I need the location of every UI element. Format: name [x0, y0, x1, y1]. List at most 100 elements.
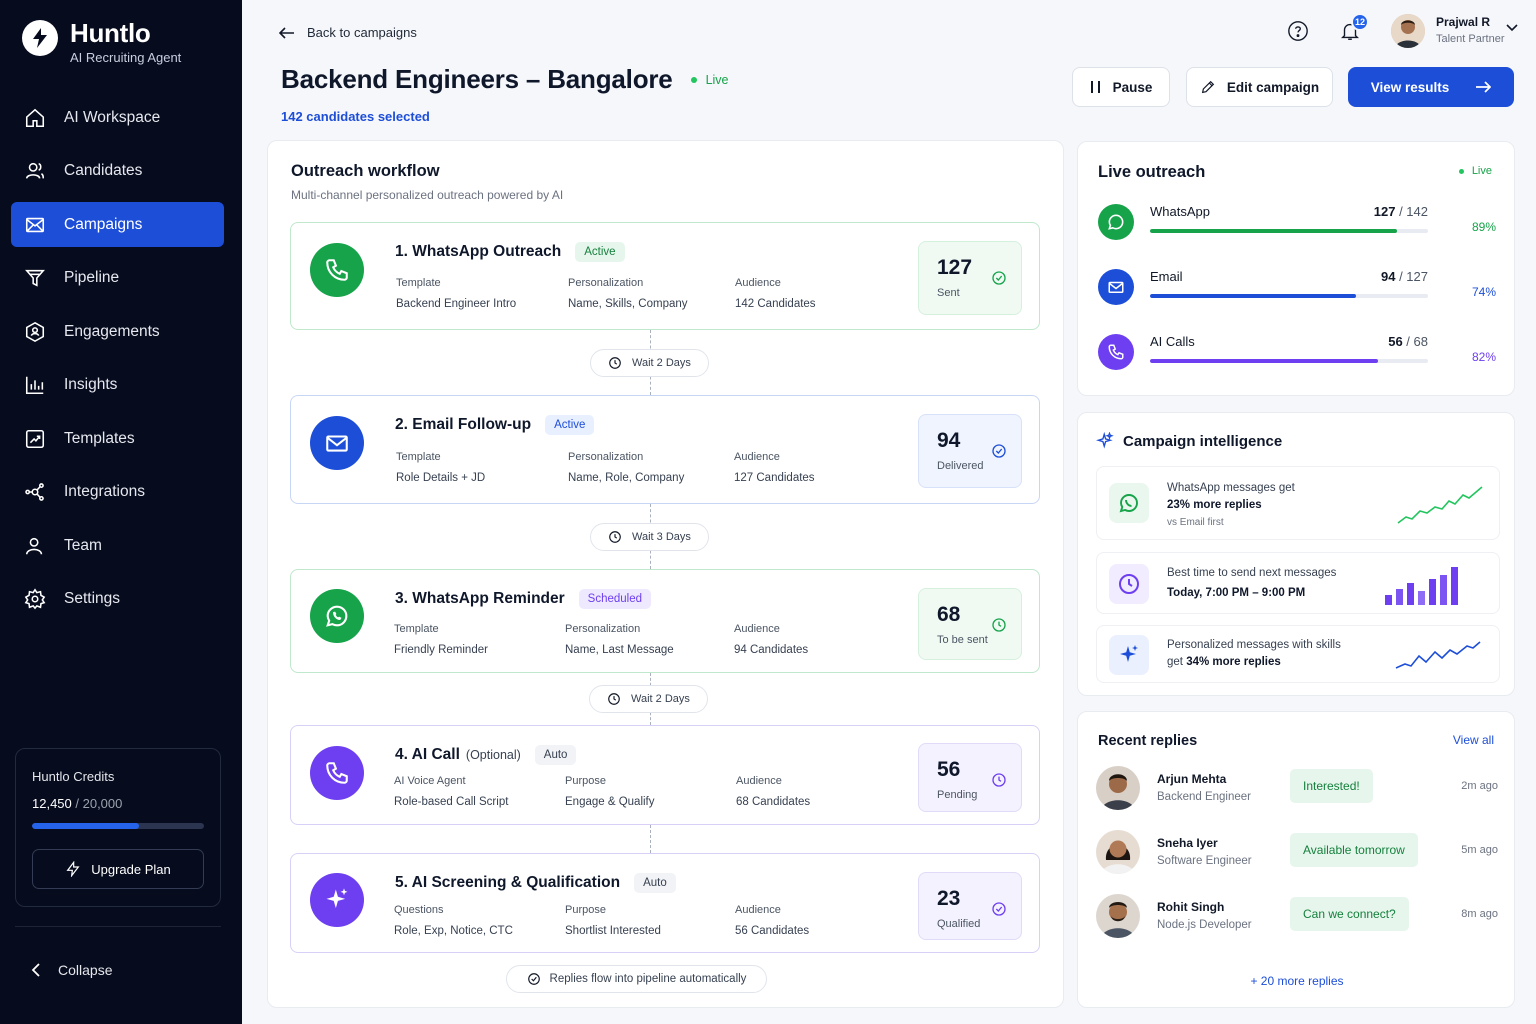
sidebar-item-integrations[interactable]: Integrations	[11, 470, 224, 515]
sidebar-item-pipeline[interactable]: Pipeline	[11, 256, 224, 301]
sidebar-item-candidates[interactable]: Candidates	[11, 149, 224, 194]
workflow-step-whatsapp-outreach[interactable]: 1. WhatsApp Outreach Active Template Back…	[290, 222, 1040, 330]
upgrade-plan-label: Upgrade Plan	[91, 861, 171, 877]
chevron-down-icon[interactable]	[1506, 24, 1518, 32]
outreach-channel-ai-calls[interactable]: AI Calls 56 / 68 82%	[1098, 334, 1496, 374]
page-title: Backend Engineers – Bangalore	[281, 64, 673, 94]
sidebar-item-settings[interactable]: Settings	[11, 577, 224, 622]
step-field-personalization: Personalization Name, Role, Company	[568, 451, 685, 484]
arrow-left-icon	[279, 26, 294, 39]
reply-name: Arjun Mehta	[1157, 772, 1227, 786]
channel-progress	[1150, 229, 1428, 233]
view-all-link[interactable]: View all	[1452, 733, 1494, 747]
channel-progress-fill	[1150, 294, 1356, 298]
collapse-label: Collapse	[58, 962, 113, 978]
status-badge: Live	[1458, 165, 1492, 177]
step-field-audience: Audience 127 Candidates	[734, 451, 815, 484]
campaign-intelligence-card: Campaign intelligence WhatsApp messages …	[1077, 412, 1515, 696]
clock-icon	[992, 773, 1006, 787]
channel-count: 56 / 68	[1388, 334, 1428, 349]
back-link[interactable]: Back to campaigns	[279, 25, 417, 40]
reply-role: Software Engineer	[1157, 855, 1252, 867]
users-icon	[25, 162, 45, 179]
trend-line-icon	[1395, 641, 1481, 669]
reply-item[interactable]: Rohit Singh Node.js Developer Can we con…	[1096, 894, 1498, 940]
sidebar-item-team[interactable]: Team	[11, 523, 224, 568]
workflow-step-email-follow-up[interactable]: 2. Email Follow-up Active Template Role D…	[290, 395, 1040, 504]
status-badge: Live	[690, 73, 729, 87]
avatar	[1096, 830, 1140, 874]
brand-tagline: AI Recruiting Agent	[70, 50, 182, 65]
step-field-audience: Audience 68 Candidates	[736, 775, 811, 808]
sidebar-item-label: Pipeline	[64, 269, 120, 286]
step-field-template: Template Friendly Reminder	[394, 623, 488, 656]
whatsapp-icon	[310, 589, 364, 643]
channel-progress-fill	[1150, 229, 1398, 233]
step-field-template: Template Role Details + JD	[396, 451, 486, 484]
credits-panel: Huntlo Credits 12,450 / 20,000 Upgrade P…	[15, 748, 221, 907]
more-replies-link[interactable]: + 20 more replies	[1250, 974, 1344, 988]
reply-role: Node.js Developer	[1157, 919, 1252, 931]
reply-time: 8m ago	[1461, 908, 1498, 920]
edit-campaign-label: Edit campaign	[1226, 79, 1320, 95]
insight-card-best-time[interactable]: Best time to send next messages Today, 7…	[1096, 552, 1500, 614]
plug-icon	[25, 483, 44, 501]
view-results-button[interactable]: View results	[1348, 67, 1514, 107]
channel-percent: 74%	[1471, 285, 1496, 299]
sidebar-item-insights[interactable]: Insights	[11, 363, 224, 408]
brand-name: Huntlo	[70, 18, 151, 48]
status-badge: Active	[545, 415, 595, 435]
step-field-template: Template Backend Engineer Intro	[396, 277, 517, 310]
upgrade-plan-button[interactable]: Upgrade Plan	[32, 849, 204, 889]
recent-replies-card: Recent replies View all Arjun Mehta Back…	[1077, 711, 1515, 1008]
connector-line	[650, 825, 651, 853]
credits-title: Huntlo Credits	[32, 769, 115, 784]
channel-percent: 82%	[1471, 350, 1496, 364]
avatar[interactable]	[1391, 14, 1425, 48]
live-dot-icon	[1458, 168, 1464, 174]
bolt-icon	[66, 861, 80, 877]
sidebar-item-campaigns[interactable]: Campaigns	[11, 202, 224, 247]
mail-icon	[1098, 269, 1134, 305]
workflow-subtitle: Multi-channel personalized outreach powe…	[291, 188, 564, 202]
pencil-icon	[1201, 80, 1215, 94]
team-icon	[25, 537, 43, 554]
step-metric: 68 To be sent	[918, 588, 1022, 660]
workflow-step-ai-call[interactable]: 4. AI Call (Optional) Auto AI Voice Agen…	[290, 725, 1040, 825]
brand[interactable]: Huntlo AI Recruiting Agent	[22, 18, 181, 65]
insight-card-whatsapp[interactable]: WhatsApp messages get 23% more replies v…	[1096, 466, 1500, 540]
help-icon[interactable]	[1287, 20, 1309, 42]
reply-item[interactable]: Arjun Mehta Backend Engineer Interested!…	[1096, 766, 1498, 812]
live-outreach-card: Live outreach Live WhatsApp 127 / 142 89…	[1077, 141, 1515, 396]
step-title: 1. WhatsApp Outreach Active	[395, 242, 625, 262]
outreach-channel-whatsapp[interactable]: WhatsApp 127 / 142 89%	[1098, 204, 1496, 244]
edit-campaign-button[interactable]: Edit campaign	[1186, 67, 1333, 107]
step-title: 3. WhatsApp Reminder Scheduled	[395, 589, 652, 609]
status-badge: Auto	[534, 745, 577, 765]
selected-count[interactable]: 142 candidates selected	[281, 109, 430, 124]
workflow-step-whatsapp-reminder[interactable]: 3. WhatsApp Reminder Scheduled Template F…	[290, 569, 1040, 673]
check-circle-icon	[992, 271, 1006, 285]
workflow-title: Outreach workflow	[291, 162, 440, 180]
clock-icon	[608, 693, 620, 705]
collapse-button[interactable]: Collapse	[30, 962, 112, 978]
wait-pill: Wait 3 Days	[590, 523, 709, 551]
phone-icon	[310, 243, 364, 297]
avatar	[1096, 894, 1140, 938]
pause-button[interactable]: Pause	[1072, 67, 1170, 107]
sidebar-item-label: Insights	[64, 376, 118, 393]
insight-text: WhatsApp messages get 23% more replies v…	[1167, 482, 1295, 528]
insight-card-personalization[interactable]: Personalized messages with skills get 34…	[1096, 625, 1500, 683]
sidebar-item-label: AI Workspace	[64, 108, 161, 126]
reply-item[interactable]: Sneha Iyer Software Engineer Available t…	[1096, 830, 1498, 876]
sidebar-item-ai-workspace[interactable]: AI Workspace	[11, 95, 224, 140]
sidebar-item-templates[interactable]: Templates	[11, 416, 224, 461]
user-role: Talent Partner	[1436, 33, 1505, 45]
sidebar-nav: AI Workspace Candidates Campaigns Pipeli…	[11, 95, 224, 630]
sidebar-item-engagements[interactable]: Engagements	[11, 309, 224, 354]
replies-flow-note: Replies flow into pipeline automatically	[506, 965, 767, 993]
workflow-step-ai-screening[interactable]: 5. AI Screening & Qualification Auto Que…	[290, 853, 1040, 953]
bar-chart-icon	[1385, 567, 1458, 605]
clock-icon	[609, 357, 621, 369]
outreach-channel-email[interactable]: Email 94 / 127 74%	[1098, 269, 1496, 309]
